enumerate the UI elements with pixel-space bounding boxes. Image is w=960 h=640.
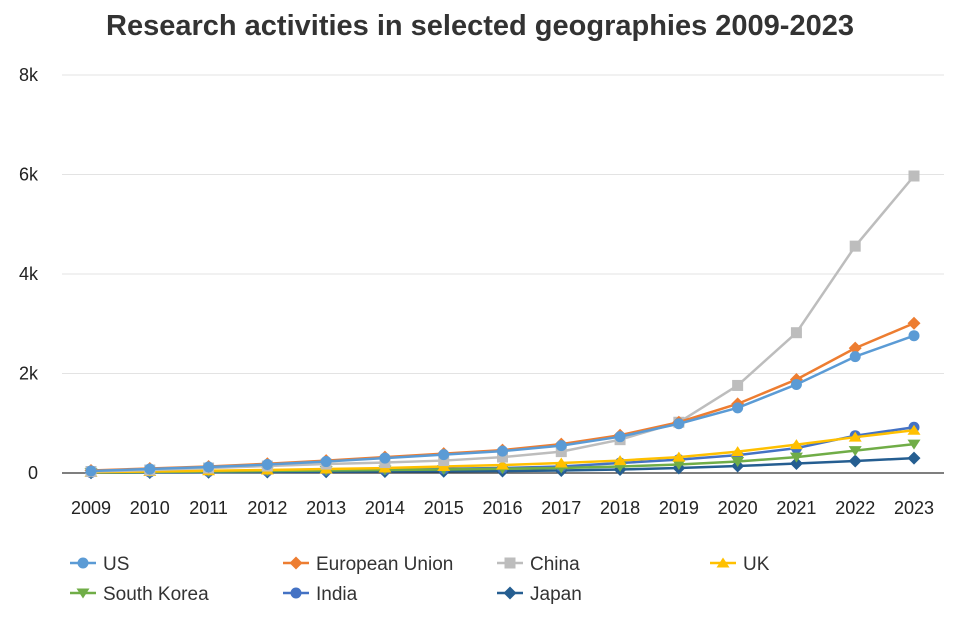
x-tick-label: 2023: [894, 498, 934, 518]
data-point: [614, 431, 626, 443]
data-point: [731, 446, 745, 457]
data-point: [848, 431, 862, 442]
data-point: [907, 316, 921, 330]
axes: 0 2k 4k 6k 8k 2009 2010 2011 2012 2013 2014 2015 201…: [19, 65, 944, 518]
y-tick-label: 4k: [19, 264, 39, 284]
legend-item[interactable]: European Union: [283, 554, 453, 575]
series-china: [85, 170, 920, 478]
x-tick-label: 2022: [835, 498, 875, 518]
x-tick-label: 2015: [424, 498, 464, 518]
data-point: [261, 459, 273, 471]
x-tick-label: 2013: [306, 498, 346, 518]
legend-label: China: [530, 554, 580, 575]
legend-label: Japan: [530, 584, 582, 605]
legend-label: South Korea: [103, 584, 209, 605]
data-point: [497, 451, 508, 463]
series-group: [84, 170, 921, 480]
data-point: [848, 454, 862, 468]
x-tick-label: 2020: [718, 498, 758, 518]
data-point: [555, 446, 567, 458]
x-tick-label: 2010: [130, 498, 170, 518]
legend-label: India: [316, 584, 358, 605]
data-point: [673, 418, 685, 430]
data-point: [789, 457, 803, 471]
data-point: [907, 451, 921, 465]
data-point: [731, 457, 745, 468]
x-tick-label: 2017: [541, 498, 581, 518]
data-point: [672, 451, 686, 462]
data-point: [496, 459, 509, 470]
y-tick-label: 0: [28, 463, 38, 483]
x-tick-label: 2019: [659, 498, 699, 518]
data-point: [203, 461, 215, 473]
data-point: [789, 452, 803, 463]
legend-marker: [503, 586, 517, 600]
data-point: [438, 455, 450, 467]
data-point: [908, 170, 920, 182]
data-point: [732, 379, 744, 391]
legend-item[interactable]: India: [283, 584, 358, 605]
x-tick-label: 2021: [776, 498, 816, 518]
y-tick-label: 6k: [19, 165, 39, 185]
x-tick-label: 2016: [482, 498, 522, 518]
series-us: [85, 330, 920, 477]
data-point: [613, 455, 627, 466]
legend-marker: [289, 556, 303, 570]
data-point: [908, 330, 920, 342]
legend-label: European Union: [316, 554, 453, 575]
legend-item[interactable]: US: [70, 554, 129, 575]
data-point: [849, 351, 861, 363]
legend-item[interactable]: UK: [710, 554, 770, 575]
data-point: [907, 424, 921, 435]
legend-marker: [716, 557, 730, 568]
data-point: [849, 240, 861, 252]
chart-title: Research activities in selected geograph…: [106, 10, 854, 42]
legend-marker: [504, 557, 516, 569]
series-line: [90, 175, 915, 473]
data-point: [379, 452, 391, 464]
y-tick-label: 8k: [19, 65, 39, 85]
data-point: [672, 460, 686, 471]
data-point: [848, 341, 862, 355]
gridlines: [62, 74, 944, 374]
legend-item[interactable]: South Korea: [70, 584, 209, 605]
data-point: [144, 463, 156, 475]
legend-label: UK: [743, 554, 770, 575]
series-uk: [84, 424, 921, 477]
data-point: [789, 439, 803, 450]
legend-label: US: [103, 554, 129, 575]
y-tick-label: 2k: [19, 364, 39, 384]
legend-marker: [76, 588, 90, 599]
legend-item[interactable]: China: [497, 554, 580, 575]
data-point: [555, 440, 567, 452]
data-point: [85, 465, 97, 477]
data-point: [497, 445, 508, 457]
data-point: [848, 446, 862, 457]
legend-marker: [77, 557, 89, 569]
legend: US European Union China UK South Korea India J…: [70, 554, 770, 605]
data-point: [732, 402, 744, 414]
data-point: [320, 456, 332, 468]
data-point: [438, 449, 450, 461]
x-tick-label: 2012: [247, 498, 287, 518]
legend-marker: [290, 587, 302, 599]
data-point: [554, 457, 568, 468]
x-tick-label: 2009: [71, 498, 111, 518]
data-point: [907, 439, 921, 450]
data-point: [790, 327, 802, 339]
x-tick-label: 2014: [365, 498, 405, 518]
legend-item[interactable]: Japan: [497, 584, 582, 605]
x-tick-label: 2018: [600, 498, 640, 518]
x-tick-label: 2011: [189, 498, 228, 518]
data-point: [790, 378, 802, 390]
